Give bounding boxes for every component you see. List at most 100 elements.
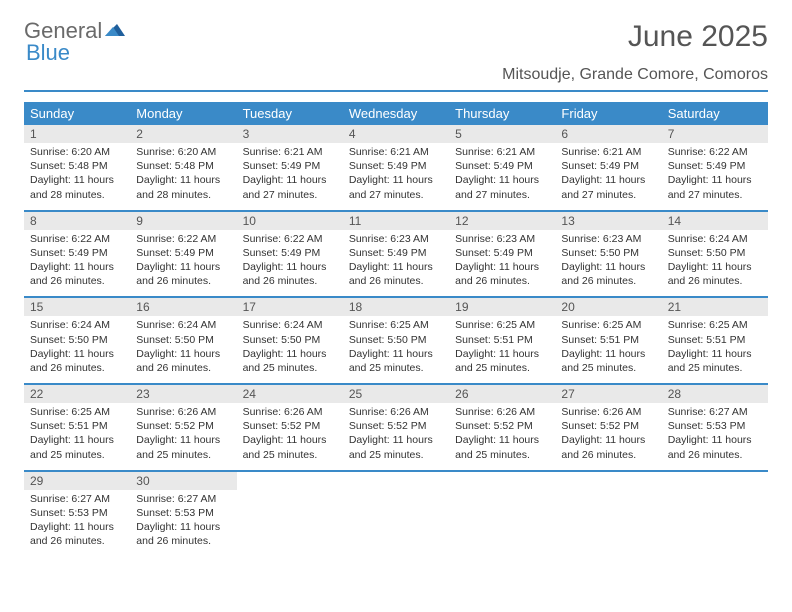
daylight-line: Daylight: 11 hours and 26 minutes. — [30, 347, 124, 375]
day-info: Sunrise: 6:21 AMSunset: 5:49 PMDaylight:… — [449, 145, 555, 202]
day-number: 8 — [24, 212, 130, 230]
day-number: 24 — [237, 385, 343, 403]
day-info: Sunrise: 6:22 AMSunset: 5:49 PMDaylight:… — [24, 232, 130, 289]
day-number: 27 — [555, 385, 661, 403]
day-number: 25 — [343, 385, 449, 403]
sunset-line: Sunset: 5:49 PM — [349, 159, 443, 173]
calendar-cell: 17Sunrise: 6:24 AMSunset: 5:50 PMDayligh… — [237, 298, 343, 383]
daylight-line: Daylight: 11 hours and 26 minutes. — [668, 433, 762, 461]
calendar-cell: 10Sunrise: 6:22 AMSunset: 5:49 PMDayligh… — [237, 212, 343, 297]
day-info: Sunrise: 6:23 AMSunset: 5:49 PMDaylight:… — [343, 232, 449, 289]
daylight-line: Daylight: 11 hours and 26 minutes. — [136, 260, 230, 288]
day-number: 7 — [662, 125, 768, 143]
day-number: 15 — [24, 298, 130, 316]
sunset-line: Sunset: 5:52 PM — [455, 419, 549, 433]
sunrise-line: Sunrise: 6:21 AM — [243, 145, 337, 159]
sunset-line: Sunset: 5:49 PM — [349, 246, 443, 260]
calendar-cell: 8 Sunrise: 6:22 AMSunset: 5:49 PMDaylight… — [24, 212, 130, 297]
day-info: Sunrise: 6:26 AMSunset: 5:52 PMDaylight:… — [343, 405, 449, 462]
location-subtitle: Mitsoudje, Grande Comore, Comoros — [24, 66, 768, 92]
sunrise-line: Sunrise: 6:26 AM — [455, 405, 549, 419]
sunrise-line: Sunrise: 6:24 AM — [243, 318, 337, 332]
daylight-line: Daylight: 11 hours and 25 minutes. — [243, 347, 337, 375]
sunrise-line: Sunrise: 6:22 AM — [30, 232, 124, 246]
daylight-line: Daylight: 11 hours and 25 minutes. — [349, 433, 443, 461]
calendar-cell: 13Sunrise: 6:23 AMSunset: 5:50 PMDayligh… — [555, 212, 661, 297]
sunrise-line: Sunrise: 6:21 AM — [561, 145, 655, 159]
day-info: Sunrise: 6:27 AMSunset: 5:53 PMDaylight:… — [662, 405, 768, 462]
sunrise-line: Sunrise: 6:27 AM — [668, 405, 762, 419]
calendar-week: 29Sunrise: 6:27 AMSunset: 5:53 PMDayligh… — [24, 472, 768, 557]
day-info: Sunrise: 6:24 AMSunset: 5:50 PMDaylight:… — [237, 318, 343, 375]
daylight-line: Daylight: 11 hours and 27 minutes. — [349, 173, 443, 201]
day-number: 20 — [555, 298, 661, 316]
calendar-cell: 30Sunrise: 6:27 AMSunset: 5:53 PMDayligh… — [130, 472, 236, 557]
sunrise-line: Sunrise: 6:23 AM — [561, 232, 655, 246]
calendar-week: 22Sunrise: 6:25 AMSunset: 5:51 PMDayligh… — [24, 385, 768, 472]
sunset-line: Sunset: 5:49 PM — [561, 159, 655, 173]
sunrise-line: Sunrise: 6:20 AM — [136, 145, 230, 159]
sunrise-line: Sunrise: 6:26 AM — [243, 405, 337, 419]
day-number: 14 — [662, 212, 768, 230]
daylight-line: Daylight: 11 hours and 26 minutes. — [561, 433, 655, 461]
day-info: Sunrise: 6:23 AMSunset: 5:50 PMDaylight:… — [555, 232, 661, 289]
daylight-line: Daylight: 11 hours and 28 minutes. — [136, 173, 230, 201]
daylight-line: Daylight: 11 hours and 26 minutes. — [136, 347, 230, 375]
day-info: Sunrise: 6:24 AMSunset: 5:50 PMDaylight:… — [130, 318, 236, 375]
daylight-line: Daylight: 11 hours and 26 minutes. — [561, 260, 655, 288]
sunset-line: Sunset: 5:48 PM — [136, 159, 230, 173]
day-info: Sunrise: 6:26 AMSunset: 5:52 PMDaylight:… — [449, 405, 555, 462]
calendar-cell: 24Sunrise: 6:26 AMSunset: 5:52 PMDayligh… — [237, 385, 343, 470]
calendar: SundayMondayTuesdayWednesdayThursdayFrid… — [24, 102, 768, 556]
calendar-cell: 23Sunrise: 6:26 AMSunset: 5:52 PMDayligh… — [130, 385, 236, 470]
daylight-line: Daylight: 11 hours and 27 minutes. — [561, 173, 655, 201]
day-header: Wednesday — [343, 102, 449, 125]
sunrise-line: Sunrise: 6:26 AM — [349, 405, 443, 419]
sunset-line: Sunset: 5:50 PM — [561, 246, 655, 260]
calendar-week: 1Sunrise: 6:20 AMSunset: 5:48 PMDaylight… — [24, 125, 768, 212]
sunset-line: Sunset: 5:51 PM — [30, 419, 124, 433]
sunset-line: Sunset: 5:50 PM — [30, 333, 124, 347]
day-info: Sunrise: 6:21 AMSunset: 5:49 PMDaylight:… — [343, 145, 449, 202]
sunset-line: Sunset: 5:52 PM — [349, 419, 443, 433]
day-info: Sunrise: 6:21 AMSunset: 5:49 PMDaylight:… — [237, 145, 343, 202]
day-number: 12 — [449, 212, 555, 230]
day-info: Sunrise: 6:21 AMSunset: 5:49 PMDaylight:… — [555, 145, 661, 202]
sunrise-line: Sunrise: 6:27 AM — [30, 492, 124, 506]
day-number: 26 — [449, 385, 555, 403]
calendar-cell — [343, 472, 449, 557]
calendar-cell: 3Sunrise: 6:21 AMSunset: 5:49 PMDaylight… — [237, 125, 343, 210]
day-info: Sunrise: 6:25 AMSunset: 5:51 PMDaylight:… — [24, 405, 130, 462]
daylight-line: Daylight: 11 hours and 26 minutes. — [668, 260, 762, 288]
sunset-line: Sunset: 5:48 PM — [30, 159, 124, 173]
calendar-cell: 19Sunrise: 6:25 AMSunset: 5:51 PMDayligh… — [449, 298, 555, 383]
day-number: 9 — [130, 212, 236, 230]
sunset-line: Sunset: 5:49 PM — [668, 159, 762, 173]
sunrise-line: Sunrise: 6:26 AM — [136, 405, 230, 419]
day-number: 5 — [449, 125, 555, 143]
daylight-line: Daylight: 11 hours and 25 minutes. — [561, 347, 655, 375]
daylight-line: Daylight: 11 hours and 25 minutes. — [243, 433, 337, 461]
calendar-cell: 11Sunrise: 6:23 AMSunset: 5:49 PMDayligh… — [343, 212, 449, 297]
calendar-cell: 28Sunrise: 6:27 AMSunset: 5:53 PMDayligh… — [662, 385, 768, 470]
sunset-line: Sunset: 5:49 PM — [136, 246, 230, 260]
day-info: Sunrise: 6:27 AMSunset: 5:53 PMDaylight:… — [24, 492, 130, 549]
sunset-line: Sunset: 5:51 PM — [561, 333, 655, 347]
sunrise-line: Sunrise: 6:27 AM — [136, 492, 230, 506]
sunset-line: Sunset: 5:50 PM — [136, 333, 230, 347]
day-info: Sunrise: 6:25 AMSunset: 5:51 PMDaylight:… — [449, 318, 555, 375]
logo: General — [24, 20, 127, 42]
daylight-line: Daylight: 11 hours and 26 minutes. — [455, 260, 549, 288]
day-info: Sunrise: 6:20 AMSunset: 5:48 PMDaylight:… — [130, 145, 236, 202]
sunrise-line: Sunrise: 6:24 AM — [136, 318, 230, 332]
sunset-line: Sunset: 5:52 PM — [136, 419, 230, 433]
day-info: Sunrise: 6:24 AMSunset: 5:50 PMDaylight:… — [662, 232, 768, 289]
day-info: Sunrise: 6:22 AMSunset: 5:49 PMDaylight:… — [130, 232, 236, 289]
calendar-cell: 18Sunrise: 6:25 AMSunset: 5:50 PMDayligh… — [343, 298, 449, 383]
calendar-cell: 7Sunrise: 6:22 AMSunset: 5:49 PMDaylight… — [662, 125, 768, 210]
sunset-line: Sunset: 5:52 PM — [561, 419, 655, 433]
sunrise-line: Sunrise: 6:25 AM — [668, 318, 762, 332]
calendar-cell — [449, 472, 555, 557]
calendar-cell: 9 Sunrise: 6:22 AMSunset: 5:49 PMDaylight… — [130, 212, 236, 297]
sunrise-line: Sunrise: 6:24 AM — [668, 232, 762, 246]
